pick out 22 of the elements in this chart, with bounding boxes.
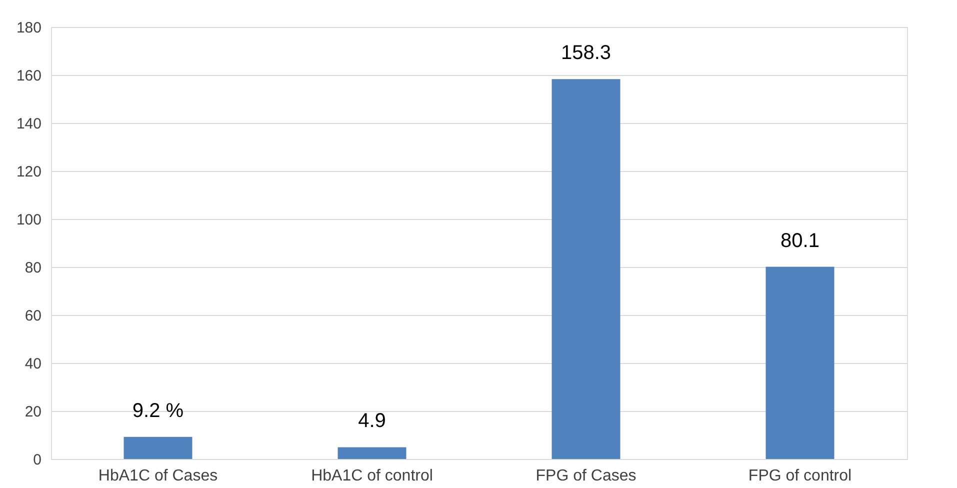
- bar: [124, 436, 192, 459]
- bar: [338, 447, 406, 459]
- y-tick-label: 160: [16, 68, 42, 84]
- y-tick-label: 120: [16, 164, 42, 180]
- x-tick-label: FPG of control: [748, 468, 852, 484]
- data-label: 4.9: [358, 410, 386, 432]
- y-tick-label: 140: [16, 116, 42, 132]
- y-tick-label: 180: [16, 20, 42, 36]
- x-tick-label: HbA1C of control: [311, 468, 433, 484]
- x-tick-label: HbA1C of Cases: [98, 468, 218, 484]
- data-label: 9.2 %: [132, 400, 184, 422]
- y-tick-label: 100: [16, 212, 42, 228]
- bar: [552, 79, 620, 459]
- y-tick-label: 80: [24, 260, 42, 276]
- y-tick-label: 40: [24, 356, 42, 372]
- y-tick-label: 0: [33, 452, 42, 468]
- data-label: 158.3: [560, 42, 612, 64]
- data-label: 80.1: [780, 230, 820, 252]
- y-tick-label: 20: [24, 404, 42, 420]
- x-tick-label: FPG of Cases: [536, 468, 636, 484]
- y-tick-label: 60: [24, 308, 42, 324]
- bar: [766, 266, 834, 459]
